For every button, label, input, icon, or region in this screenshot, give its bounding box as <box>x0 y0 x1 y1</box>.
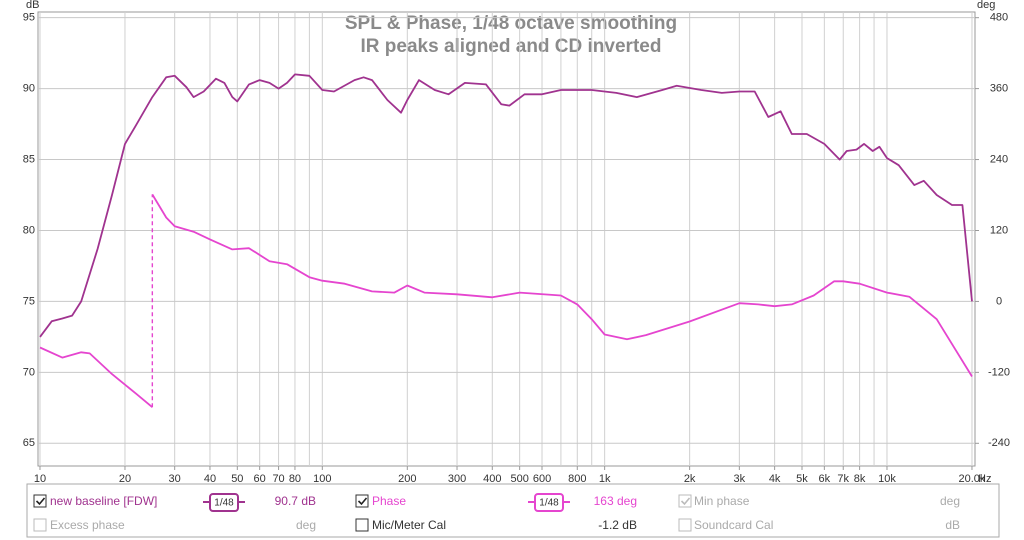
legend-label[interactable]: new baseline [FDW] <box>50 494 157 508</box>
x-tick-label: 30 <box>169 473 181 485</box>
x-tick-label: 5k <box>796 473 808 485</box>
chart-subtitle: IR peaks aligned and CD inverted <box>361 36 662 57</box>
legend-label[interactable]: Phase <box>372 494 406 508</box>
x-tick-label: 50 <box>231 473 243 485</box>
checkbox[interactable] <box>355 494 369 508</box>
legend-label[interactable]: Excess phase <box>50 518 125 532</box>
x-tick-label: 300 <box>448 473 466 485</box>
legend-label[interactable]: Min phase <box>694 494 750 508</box>
x-tick-label: 40 <box>204 473 216 485</box>
checkbox[interactable] <box>678 494 692 508</box>
smoothing-label: 1/48 <box>539 498 559 509</box>
x-tick-label: 500 <box>510 473 528 485</box>
series-line <box>39 73 973 338</box>
y2-tick-label: -240 <box>988 437 1010 449</box>
value-label: -1.2 dB <box>598 518 637 532</box>
y2-tick-label: 0 <box>996 295 1002 307</box>
x-tick-label: 80 <box>289 473 301 485</box>
y-tick-label: 90 <box>23 83 35 95</box>
y2-tick-label: 480 <box>990 12 1008 24</box>
y-tick-label: 85 <box>23 153 35 165</box>
y2-tick-label: -120 <box>988 366 1010 378</box>
value-label: 163 deg <box>594 494 637 508</box>
y2-tick-label: 360 <box>990 83 1008 95</box>
x-tick-label: 10k <box>878 473 896 485</box>
x-tick-label: 20 <box>119 473 131 485</box>
x-tick-label: 3k <box>734 473 746 485</box>
y-tick-label: 65 <box>23 437 35 449</box>
y-tick-label: 80 <box>23 224 35 236</box>
y-tick-label: 70 <box>23 366 35 378</box>
checkmark <box>680 497 691 506</box>
x-tick-label: 8k <box>854 473 866 485</box>
series-line <box>39 193 973 408</box>
plot-frame <box>37 11 976 467</box>
x-unit: Hz <box>978 473 991 485</box>
unit-label: deg <box>940 494 960 508</box>
checkbox[interactable] <box>33 518 47 532</box>
x-tick-label: 2k <box>684 473 696 485</box>
legend-panel: new baseline [FDW] 1/48 90.7 dB Phase 1/… <box>26 483 1000 538</box>
y-tick-label: 75 <box>23 295 35 307</box>
legend-label[interactable]: Soundcard Cal <box>694 518 773 532</box>
y-tick-label: 95 <box>23 12 35 24</box>
x-tick-label: 400 <box>483 473 501 485</box>
lines <box>39 73 973 408</box>
checkbox[interactable] <box>355 518 369 532</box>
checkbox[interactable] <box>678 518 692 532</box>
y2-tick-label: 120 <box>990 224 1008 236</box>
x-tick-label: 100 <box>313 473 331 485</box>
panel-frame <box>26 483 1000 538</box>
y2-tick-label: 240 <box>990 153 1008 165</box>
x-tick-label: 10 <box>34 473 46 485</box>
checkmark <box>357 497 368 506</box>
x-tick-label: 4k <box>769 473 781 485</box>
x-tick-label: 200 <box>398 473 416 485</box>
y2-unit: deg <box>977 0 995 11</box>
x-tick-label: 1k <box>599 473 611 485</box>
chart-title: SPL & Phase, 1/48 octave smoothing <box>345 13 677 34</box>
x-tick-label: 600 <box>533 473 551 485</box>
checkmark <box>35 497 46 506</box>
smoothing-label: 1/48 <box>214 498 234 509</box>
legend-label[interactable]: Mic/Meter Cal <box>372 518 446 532</box>
x-tick-label: 20.0k <box>959 473 986 485</box>
x-tick-label: 7k <box>837 473 849 485</box>
x-tick-label: 60 <box>254 473 266 485</box>
x-tick-label: 6k <box>819 473 831 485</box>
value-label: 90.7 dB <box>275 494 316 508</box>
x-tick-label: 70 <box>272 473 284 485</box>
x-tick-label: 800 <box>568 473 586 485</box>
unit-label: deg <box>296 518 316 532</box>
unit-label: dB <box>945 518 960 532</box>
smoothing-button[interactable] <box>534 493 564 512</box>
checkbox[interactable] <box>33 494 47 508</box>
y-unit: dB <box>26 0 39 11</box>
smoothing-button[interactable] <box>209 493 239 512</box>
